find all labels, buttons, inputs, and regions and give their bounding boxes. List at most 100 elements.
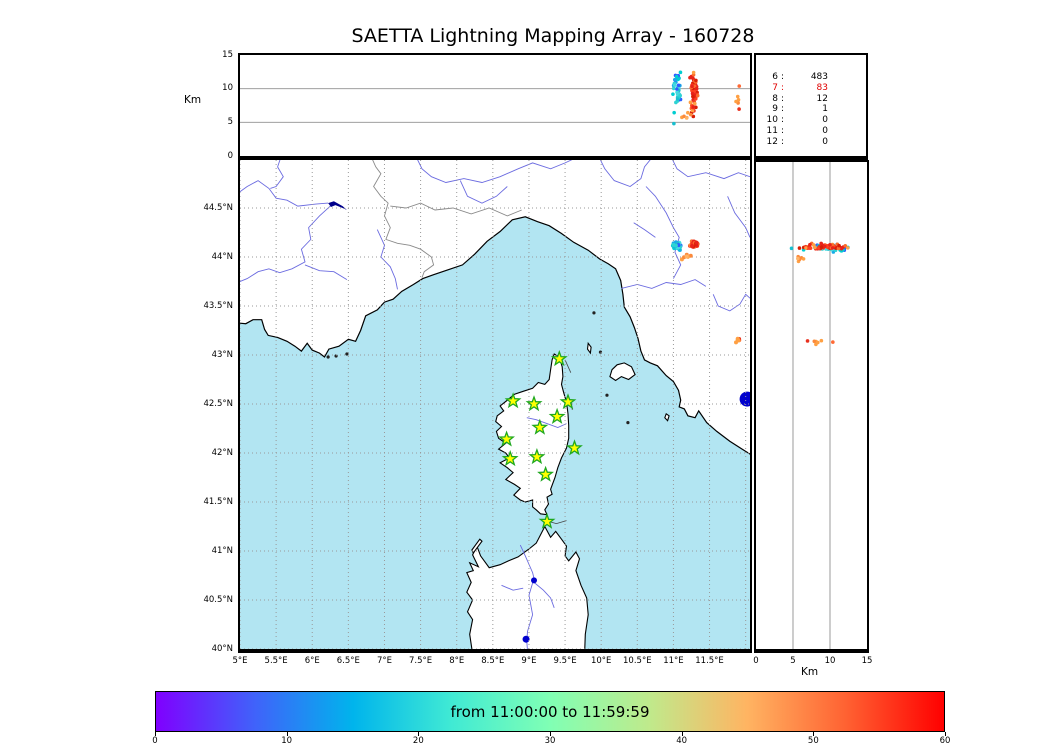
river-line [501,584,524,591]
lightning-source [673,77,678,82]
latitude-tick-label: 42.5°N [203,398,233,409]
longitude-tick-label: 7.5°E [409,656,433,666]
colorbar-tick-label: 20 [412,736,424,746]
station-star-marker [504,392,522,409]
lightning-source [789,246,794,251]
asinara-island [471,538,483,555]
time-colorbar: from 11:00:00 to 11:59:59 [155,691,945,732]
colorbar-tick-label: 40 [676,736,688,746]
legend-colon: : [781,115,785,126]
station-star-marker [565,439,583,456]
colorbar-tickmark [418,732,420,736]
legend-source-count: 483 [810,72,828,82]
lightning-source [691,105,696,109]
lightning-source [830,246,835,250]
lightning-source [735,336,740,341]
river-line [533,582,555,608]
profile-xtick-label: 5 [790,656,796,666]
river-line [459,180,508,204]
longitude-tick-label: 5.5°E [264,656,288,666]
river-line [270,160,284,189]
lake-circle [522,635,530,643]
lightning-source [828,242,832,247]
lightning-source [672,83,677,87]
station-star-marker [538,512,556,529]
lightning-source [819,241,823,246]
lightning-source [845,246,850,250]
altitude-ytick-label: 15 [222,49,233,60]
legend-station-count: 12 [766,136,778,147]
lake-circle [531,577,538,584]
legend-station-count: 6 [772,72,778,82]
lightning-source [676,77,680,82]
lightning-source [678,93,682,98]
latitude-tick-label: 40.5°N [203,594,233,605]
capraia-island [586,341,592,355]
lightning-source [694,240,699,245]
longitude-tick-label: 5°E [232,656,248,666]
colorbar-tick-label: 60 [939,736,951,746]
lightning-source [831,340,835,344]
lightning-source [737,107,741,111]
river-line [672,160,750,180]
legend-row: 9: 1 [764,104,856,115]
lightning-source [807,246,811,250]
lightning-source [672,121,676,126]
lightning-source [812,339,817,344]
legend-colon: : [781,136,785,147]
legend-row: 6: 483 [764,72,856,83]
longitude-tick-label: 8.5°E [481,656,505,666]
lightning-source [675,97,680,101]
lightning-source [804,246,808,250]
legend-station-count: 7 [772,82,778,93]
country-border-line [372,160,435,278]
lightning-source [736,97,741,102]
lightning-source [734,99,738,104]
river-line [712,293,750,312]
legend-station-count: 10 [766,115,778,126]
legend-source-count: 0 [822,125,828,136]
lightning-source [808,242,812,247]
longitude-tick-label: 6.5°E [336,656,360,666]
lightning-source [811,243,816,247]
longitude-tick-label: 8°E [449,656,465,666]
legend-colon: : [781,82,785,93]
lightning-source [836,246,841,251]
map-panel [238,160,752,653]
legend-colon: : [781,104,785,115]
colorbar-time-range-label: from 11:00:00 to 11:59:59 [450,702,650,721]
longitude-tick-label: 7°E [376,656,392,666]
altitude-longitude-panel [238,53,752,160]
station-star-marker [548,407,566,424]
legend-colon: : [781,72,785,82]
lightning-source [843,243,848,248]
mainland-coastline [240,160,750,455]
altitude-ytick-label: 0 [227,150,233,161]
lightning-source [801,257,806,261]
giglio-island [664,412,670,422]
station-star-marker [498,430,515,447]
lightning-source [671,86,676,91]
lightning-source [691,76,695,81]
lightning-source [676,83,681,88]
lightning-source [805,339,810,343]
lightning-source [694,78,698,83]
islet-dot [326,355,330,359]
legend-source-count: 0 [822,136,828,147]
altitude-latitude-plot [789,162,850,649]
lightning-source [691,94,695,99]
geographic-map [240,160,750,649]
lightning-source [688,112,693,117]
lightning-source [674,74,679,79]
longitude-tick-label: 11°E [663,656,684,666]
station-star-marker [531,418,549,435]
longitude-tick-label: 6°E [304,656,320,666]
colorbar-tick-label: 30 [544,736,556,746]
coast-detail-line [564,359,572,373]
legend-row: 11: 0 [764,126,856,137]
legend-source-count: 12 [816,93,828,104]
latitude-tick-label: 40°N [211,643,233,654]
lightning-source [688,100,693,105]
river-line [727,196,750,238]
